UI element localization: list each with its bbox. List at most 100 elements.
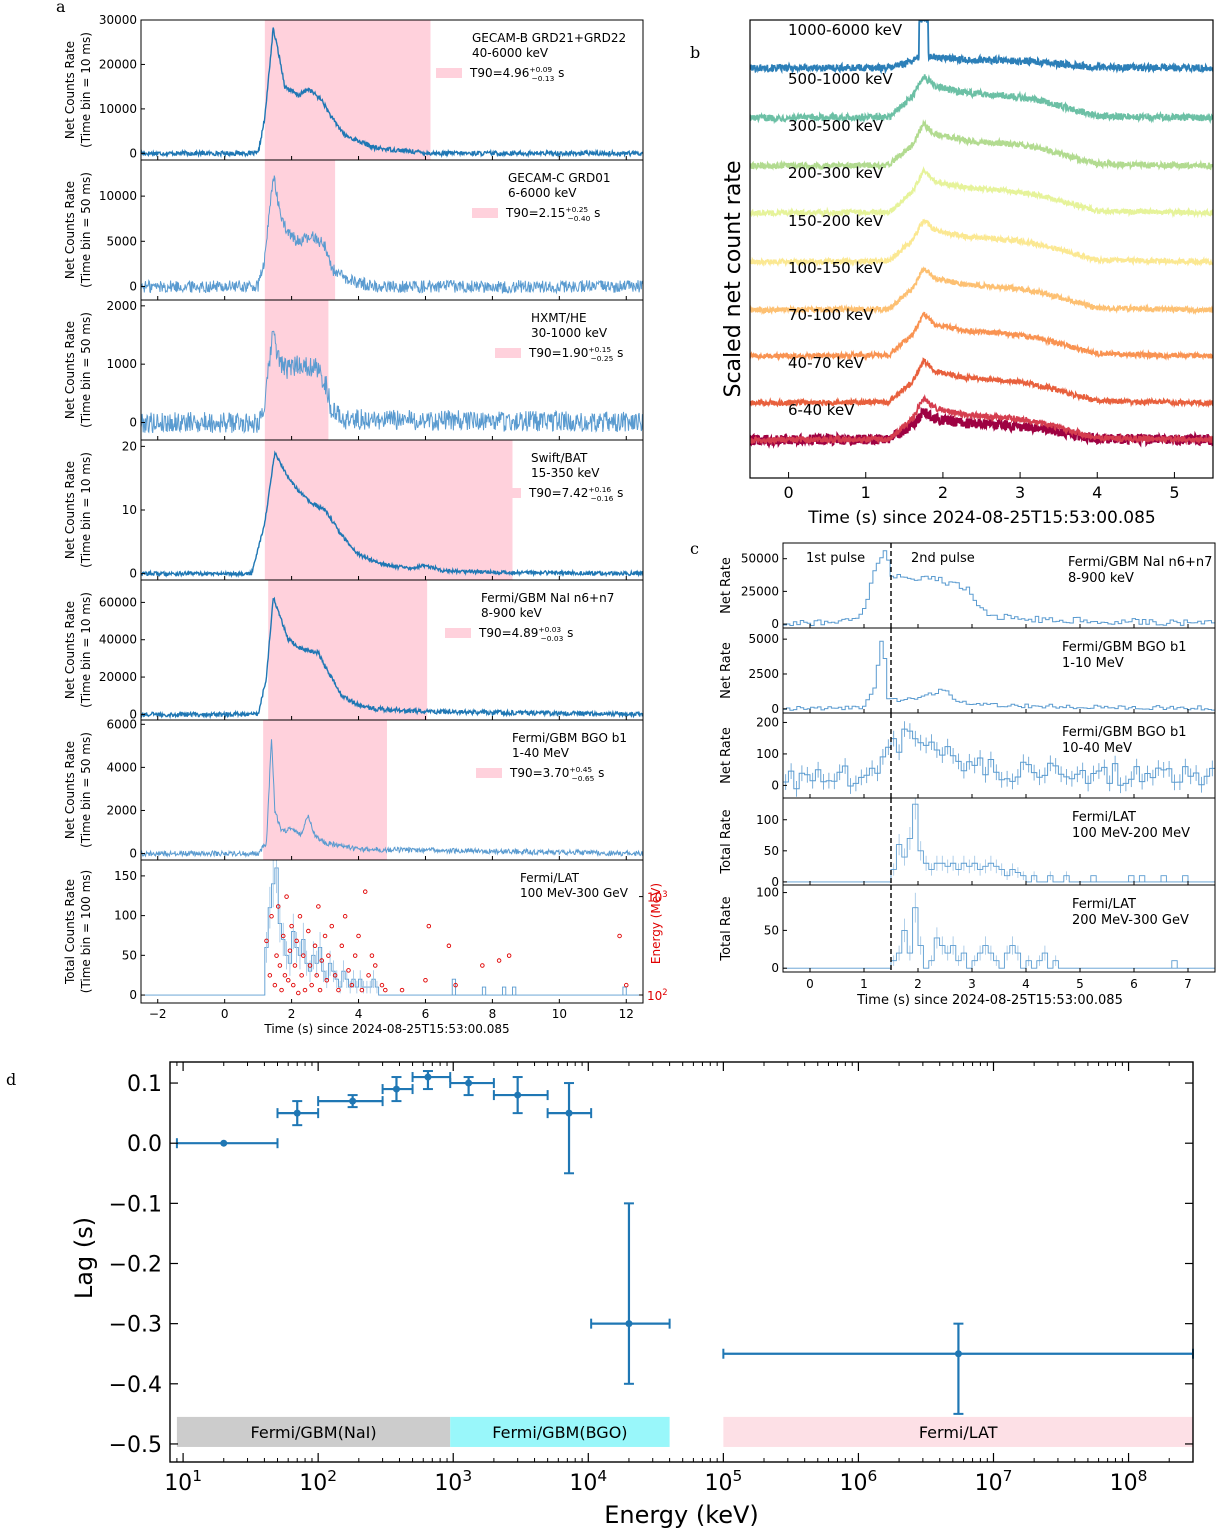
y-tick-label: 10000 xyxy=(99,102,137,116)
series-label: 500-1000 keV xyxy=(788,70,893,88)
y-tick-label: 100 xyxy=(756,886,779,900)
y-axis-label-bin: (Time bin = 50 ms) xyxy=(79,312,93,428)
plot-area xyxy=(783,892,1215,969)
panel-a-subplot-5: 0 20000 40000 60000 Net Counts Rate (Time bin… xyxy=(63,579,644,721)
lat-photon xyxy=(423,977,428,983)
lag-point-7 xyxy=(492,1076,549,1115)
axes-frame xyxy=(169,1061,1194,1463)
instrument-label: Fermi/GBM BGO b1 xyxy=(512,731,627,745)
y-tick-label: 50000 xyxy=(741,552,779,566)
y-tick-label: 0 xyxy=(771,875,779,889)
y-tick-label: 20000 xyxy=(99,670,137,684)
lat-photon xyxy=(284,894,289,899)
lat-photon xyxy=(356,933,361,939)
lat-photon xyxy=(264,938,269,944)
plot-area xyxy=(141,860,643,996)
y-axis-label: Net Counts Rate xyxy=(63,461,77,559)
panel-a-subplot-3: 0 1000 2000 Net Counts Rate (Time bin = 50 m… xyxy=(63,299,644,441)
t90-legend-label: T90=4.89+0.03 −0.03 s xyxy=(478,625,573,643)
lag-marker xyxy=(954,1350,962,1358)
series-label: 300-500 keV xyxy=(788,117,884,135)
plot-area xyxy=(141,450,643,579)
y-tick-label: 20 xyxy=(122,439,137,453)
plot-area xyxy=(141,175,643,295)
axes-frame xyxy=(749,19,1214,479)
y-tick-label: 10000 xyxy=(99,189,137,203)
y-tick-label: 2000 xyxy=(106,299,137,313)
lat-photon xyxy=(274,953,279,958)
y-tick-label: 50 xyxy=(764,844,779,858)
x-tick-label: 6 xyxy=(422,1007,430,1021)
y-axis-label-bin: (Time bin = 10 ms) xyxy=(79,592,93,708)
y-tick-label: 2000 xyxy=(106,803,137,817)
lat-photon xyxy=(277,963,283,968)
lat-photon xyxy=(326,953,331,958)
instrument-label: Fermi/GBM NaI n6+n7 xyxy=(1068,555,1212,570)
y-axis-label: Net Counts Rate xyxy=(63,741,77,839)
instrument-label: GECAM-B GRD21+GRD22 xyxy=(472,31,626,45)
y-tick-label: 100 xyxy=(756,813,779,827)
energy-band-label: 1-40 MeV xyxy=(512,746,570,760)
axes-frame xyxy=(782,797,1216,886)
x-tick-label: 4 xyxy=(1022,977,1030,991)
light-curve xyxy=(141,27,643,159)
lat-photon xyxy=(282,973,288,978)
panel-a-subplot-6: 0 2000 4000 6000 Net Counts Rate (Time bin = … xyxy=(63,717,644,861)
x-tick-label: 5 xyxy=(1169,483,1179,502)
y-tick-label: 0.1 xyxy=(127,1072,162,1097)
x-tick-label: 0 xyxy=(783,483,793,502)
scaled-light-curve xyxy=(750,357,1213,409)
lat-photon xyxy=(349,982,355,988)
lag-point-4 xyxy=(381,1076,414,1103)
y-tick-label: 200 xyxy=(756,715,779,729)
light-curve xyxy=(141,739,643,858)
energy-band-label: 6-6000 keV xyxy=(508,186,577,200)
lat-photon xyxy=(480,963,485,968)
y-axis-label: Lag (s) xyxy=(70,1217,98,1299)
lat-bar xyxy=(622,986,627,996)
plot-area xyxy=(141,596,643,720)
x-tick-label: 108 xyxy=(1110,1467,1148,1496)
y-axis-label: Net Counts Rate xyxy=(63,601,77,699)
scaled-light-curve xyxy=(750,74,1213,125)
panel-letter-b: b xyxy=(690,43,700,62)
x-tick-label: 104 xyxy=(569,1467,607,1496)
t90-legend-label: T90=1.90+0.15 −0.25 s xyxy=(528,345,623,363)
y-axis-label: Total Rate xyxy=(719,896,734,961)
lat-photon xyxy=(506,953,512,958)
y-axis-label: Net Rate xyxy=(719,727,734,784)
panel-a-subplot-1: 0 10000 20000 30000 Net Counts Rate (Time bin… xyxy=(63,13,644,161)
lat-photon xyxy=(453,982,458,988)
panel-letter-a: a xyxy=(56,0,66,16)
lat-photon xyxy=(339,943,345,949)
y-tick-label: −0.3 xyxy=(109,1313,162,1338)
lat-photon xyxy=(279,987,284,993)
plot-area xyxy=(783,721,1215,797)
y-axis-label: Total Counts Rate xyxy=(63,879,77,985)
lat-photon xyxy=(312,943,318,949)
y-tick-label: 0 xyxy=(771,961,779,975)
lag-marker xyxy=(349,1097,357,1105)
lat-photon xyxy=(399,987,405,993)
lag-marker xyxy=(465,1079,473,1087)
y-tick-label: 1000 xyxy=(106,357,137,371)
series-label: 6-40 keV xyxy=(788,401,855,419)
plot-area xyxy=(783,640,1215,711)
y-tick-label: 50 xyxy=(764,923,779,937)
instrument-label: GECAM-C GRD01 xyxy=(508,171,611,185)
x-tick-label: 12 xyxy=(619,1007,634,1021)
lag-point-6 xyxy=(449,1076,495,1097)
y-tick-label: 0 xyxy=(129,279,137,293)
energy-band-label: 1-10 MeV xyxy=(1062,656,1124,671)
lat-photon xyxy=(299,973,304,978)
y-tick-label: 5000 xyxy=(748,632,779,646)
x-axis-label: Time (s) since 2024-08-25T15:53:00.085 xyxy=(856,993,1123,1008)
lat-photon xyxy=(317,987,323,993)
x-tick-label: 4 xyxy=(355,1007,363,1021)
lag-point-2 xyxy=(276,1100,320,1127)
lat-bar xyxy=(1182,875,1189,882)
lat-photon xyxy=(291,982,296,988)
lag-point-1 xyxy=(175,1138,279,1149)
